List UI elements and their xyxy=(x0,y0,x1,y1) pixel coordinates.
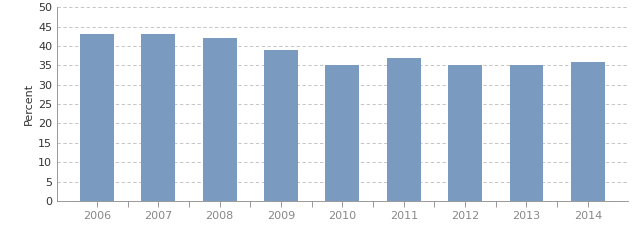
Bar xyxy=(325,65,359,201)
Bar xyxy=(387,58,420,201)
Bar xyxy=(141,35,175,201)
Bar xyxy=(264,50,298,201)
Bar xyxy=(80,35,114,201)
Y-axis label: Percent: Percent xyxy=(24,83,34,125)
Bar xyxy=(571,61,605,201)
Bar xyxy=(203,38,236,201)
Bar xyxy=(448,65,482,201)
Bar xyxy=(510,65,543,201)
